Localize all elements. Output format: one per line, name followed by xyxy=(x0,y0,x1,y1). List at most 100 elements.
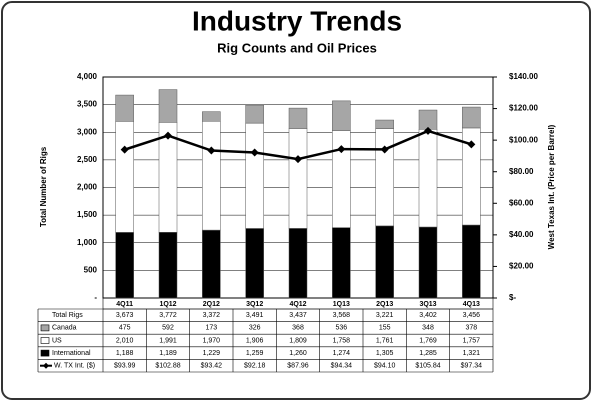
table-value: 1,757 xyxy=(463,337,481,344)
table-value: 3,568 xyxy=(333,312,351,319)
marker xyxy=(164,131,172,140)
bar xyxy=(332,100,351,131)
marker xyxy=(120,145,129,154)
y-tick-label: 1,500 xyxy=(77,210,98,219)
row-label: Total Rigs xyxy=(52,312,83,319)
table-value: 1,189 xyxy=(159,350,177,357)
marker xyxy=(467,140,476,149)
table-value: 1,229 xyxy=(203,350,221,357)
table-value: 155 xyxy=(379,325,391,332)
chart-subtitle: Rig Counts and Oil Prices xyxy=(217,40,377,55)
bar xyxy=(288,128,308,229)
x-tick-label: 1Q13 xyxy=(333,301,350,308)
table-value: $97.34 xyxy=(461,363,483,370)
marker xyxy=(337,145,346,154)
y2-tick-label: $120.00 xyxy=(509,104,538,113)
table-value: 1,970 xyxy=(203,337,221,344)
x-tick-label: 3Q13 xyxy=(419,301,436,308)
bar xyxy=(115,232,134,299)
y2-tick-label: $80.00 xyxy=(509,167,534,176)
table-value: $102.88 xyxy=(155,363,180,370)
table-value: 3,372 xyxy=(203,312,221,319)
bar xyxy=(418,129,438,228)
table-value: 1,274 xyxy=(333,350,351,357)
y-tick-label: 2,500 xyxy=(77,155,98,164)
y2-tick-label: $140.00 xyxy=(509,72,538,81)
bar xyxy=(418,109,438,130)
table-value: 1,285 xyxy=(419,350,437,357)
table-value: 173 xyxy=(205,325,217,332)
x-tick-label: 4Q11 xyxy=(116,301,133,308)
table-value: 348 xyxy=(422,325,434,332)
table-value: 1,906 xyxy=(246,337,264,344)
legend-swatch xyxy=(40,324,50,332)
table-value: 3,772 xyxy=(159,312,177,319)
x-tick-label: 3Q12 xyxy=(246,301,263,308)
y-tick-label: 4,000 xyxy=(77,72,98,81)
y2-tick-label: $40.00 xyxy=(509,230,534,239)
table-value: 1,321 xyxy=(463,350,481,357)
bar xyxy=(375,225,394,299)
legend-label: Canada xyxy=(52,325,77,332)
table-value: 3,221 xyxy=(376,312,394,319)
table-value: 3,491 xyxy=(246,312,264,319)
table-value: 1,761 xyxy=(376,337,394,344)
table-value: 2,010 xyxy=(116,337,134,344)
table-value: 3,437 xyxy=(289,312,307,319)
chart-title: Industry Trends xyxy=(192,5,402,36)
x-tick-label: 4Q12 xyxy=(289,301,306,308)
table-value: 475 xyxy=(119,325,131,332)
y-tick-label: 3,500 xyxy=(77,100,98,109)
bar xyxy=(115,94,134,122)
table-value: 1,758 xyxy=(333,337,351,344)
table-value: $105.84 xyxy=(415,363,440,370)
y-tick-label: - xyxy=(94,293,97,302)
bar xyxy=(288,228,308,299)
y-tick-label: 500 xyxy=(84,265,98,274)
bar xyxy=(462,106,481,129)
table-value: 592 xyxy=(162,325,174,332)
bar xyxy=(332,130,351,228)
y-tick-label: 2,000 xyxy=(77,183,98,192)
table-value: $93.99 xyxy=(114,363,136,370)
y2-tick-label: $- xyxy=(509,293,516,302)
table-value: 3,456 xyxy=(463,312,481,319)
bar xyxy=(245,228,264,299)
marker xyxy=(250,148,259,157)
legend-swatch xyxy=(40,337,50,344)
bar xyxy=(288,107,308,129)
bar xyxy=(158,89,178,123)
marker xyxy=(380,145,389,154)
table-value: $94.10 xyxy=(374,363,396,370)
bar xyxy=(245,104,264,124)
table-value: 1,260 xyxy=(289,350,307,357)
table-value: 1,809 xyxy=(289,337,307,344)
legend-label: W. TX Int. ($) xyxy=(54,363,95,370)
table-value: $94.34 xyxy=(331,363,353,370)
table-value: 378 xyxy=(465,325,477,332)
table-value: 536 xyxy=(335,325,347,332)
legend-swatch xyxy=(40,349,50,357)
table-value: 326 xyxy=(249,325,261,332)
table-value: 3,673 xyxy=(116,312,134,319)
table-value: 1,991 xyxy=(159,337,177,344)
marker xyxy=(294,155,302,164)
table-value: $92.18 xyxy=(244,363,266,370)
table-value: 368 xyxy=(292,325,304,332)
table-value: $93.42 xyxy=(201,363,223,370)
y-axis-title: Total Number of Rigs xyxy=(39,146,48,227)
marker xyxy=(207,146,216,155)
table-value: 1,305 xyxy=(376,350,394,357)
legend-marker xyxy=(43,362,49,369)
x-tick-label: 1Q12 xyxy=(159,301,176,308)
table-value: 1,769 xyxy=(419,337,437,344)
bar xyxy=(202,111,221,122)
bar xyxy=(375,128,394,227)
bar xyxy=(375,119,394,129)
bar xyxy=(202,121,221,231)
bar xyxy=(245,122,264,229)
bar xyxy=(418,226,438,299)
y2-axis-title: West Texas Int. (Price per Barrel) xyxy=(547,124,556,249)
bar xyxy=(332,227,351,299)
